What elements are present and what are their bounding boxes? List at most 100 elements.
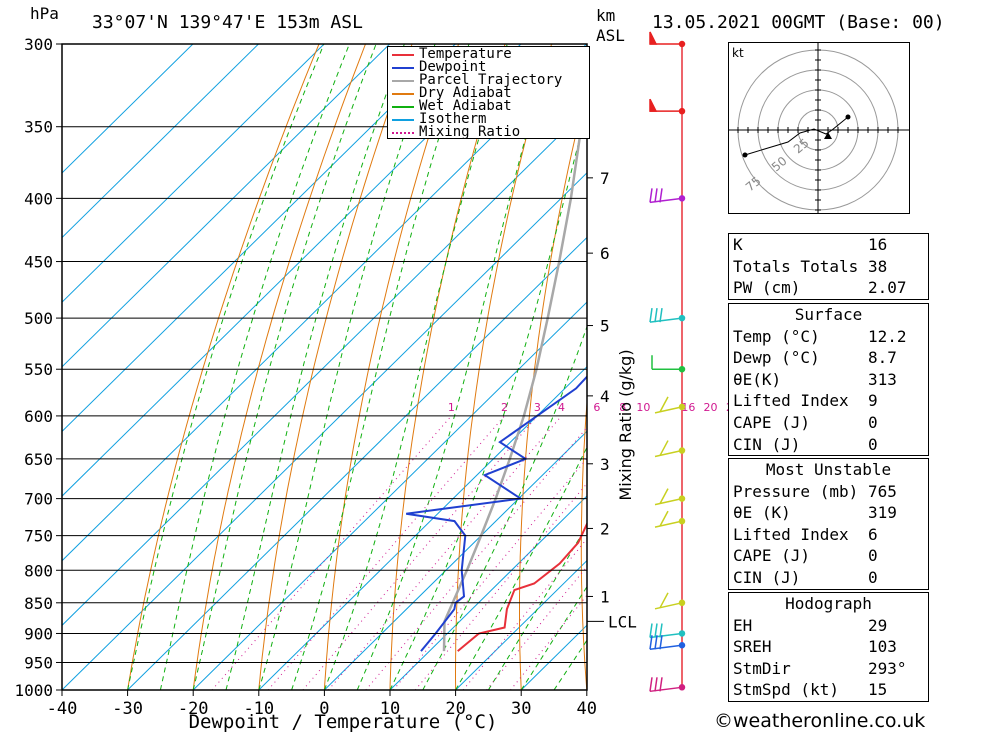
km-tick-label: 6 bbox=[600, 244, 610, 263]
pressure-tick-label: 650 bbox=[24, 450, 53, 469]
dry-adiabat-line bbox=[127, 44, 320, 690]
hodo-label: SREH bbox=[733, 637, 772, 657]
mu-label: θE (K) bbox=[733, 503, 791, 523]
hodo-row: SREH 103 bbox=[729, 636, 928, 658]
surface-value: 8.7 bbox=[868, 348, 897, 368]
isotherm-line bbox=[62, 44, 522, 497]
surface-value: 313 bbox=[868, 369, 897, 389]
legend-item: Mixing Ratio bbox=[388, 125, 588, 139]
surface-row: CAPE (J) 0 bbox=[729, 412, 928, 434]
wet-adiabat-line bbox=[389, 108, 587, 690]
pressure-tick-label: 900 bbox=[24, 624, 53, 643]
index-label: Totals Totals bbox=[733, 256, 859, 276]
km-tick-label: 4 bbox=[600, 387, 610, 406]
index-label: K bbox=[733, 235, 743, 254]
mixing-ratio-line bbox=[393, 457, 587, 690]
mixing-ratio-line bbox=[328, 415, 562, 690]
km-tick-label: 2 bbox=[600, 519, 610, 538]
wind-barb-feather bbox=[654, 635, 658, 650]
indices-table: K 16 Totals Totals 38 PW (cm) 2.07 bbox=[728, 233, 929, 300]
legend-swatch bbox=[392, 80, 414, 82]
mu-value: 0 bbox=[868, 567, 878, 587]
temperature-tick-label: 0 bbox=[319, 699, 329, 719]
hodo-value: 103 bbox=[868, 637, 897, 657]
temperature-tick-label: -30 bbox=[112, 699, 143, 719]
wind-barb bbox=[649, 98, 686, 115]
wind-barb-pennant bbox=[649, 31, 658, 45]
legend-swatch bbox=[392, 119, 414, 121]
index-value: 16 bbox=[868, 235, 888, 254]
surface-row: Dewp (°C) 8.7 bbox=[729, 347, 928, 369]
mu-value: 0 bbox=[868, 546, 878, 566]
hodograph-trace bbox=[744, 116, 849, 156]
wet-adiabat-line bbox=[356, 44, 553, 690]
km-unit-label: km bbox=[596, 6, 616, 25]
surface-title: Surface bbox=[794, 305, 863, 324]
wind-barb-feather bbox=[649, 623, 653, 638]
index-row-totals: Totals Totals 38 bbox=[729, 256, 928, 278]
dry-adiabat-line bbox=[258, 44, 413, 690]
hodo-value: 29 bbox=[868, 615, 888, 635]
isotherm-line bbox=[62, 44, 194, 174]
hodograph-title: Hodograph bbox=[785, 594, 872, 613]
location-title: 33°07'N 139°47'E 153m ASL bbox=[92, 12, 363, 33]
temperature-tick-label: -20 bbox=[178, 699, 209, 719]
surface-table: Surface Temp (°C) 12.2 Dewp (°C) 8.7 θE(K)… bbox=[728, 303, 929, 457]
wind-barb-feather bbox=[659, 440, 669, 456]
isotherm-line bbox=[324, 430, 587, 690]
asl-unit-label: ASL bbox=[596, 26, 625, 45]
wind-barb-feather bbox=[649, 307, 653, 323]
wind-barb-feather bbox=[659, 592, 669, 609]
isotherm-line bbox=[62, 44, 391, 368]
legend-label: Wet Adiabat bbox=[419, 98, 512, 114]
wind-barb-feather bbox=[649, 635, 653, 650]
wind-barb-feather bbox=[659, 488, 669, 504]
isotherm-line bbox=[62, 172, 587, 690]
isotherm-line bbox=[62, 44, 259, 239]
mu-value: 6 bbox=[868, 524, 878, 544]
hodo-label: StmSpd (kt) bbox=[733, 680, 839, 700]
mu-row: CIN (J) 0 bbox=[729, 567, 928, 589]
mixing-ratio-line bbox=[365, 426, 587, 690]
wind-barb-feather bbox=[649, 677, 653, 692]
copyright-link[interactable]: ©weatheronline.co.uk bbox=[714, 710, 926, 732]
mixing-ratio-tick-label: 10 bbox=[636, 401, 650, 414]
temperature-tick-label: 40 bbox=[577, 699, 597, 719]
pressure-tick-label: 550 bbox=[24, 360, 53, 379]
temperature-tick-label: 20 bbox=[445, 699, 465, 719]
wind-barb-shaft bbox=[654, 406, 683, 414]
isotherm-line bbox=[62, 44, 587, 562]
wind-barb bbox=[649, 307, 686, 323]
isotherm-line bbox=[127, 236, 587, 690]
wind-barb-feather bbox=[659, 396, 669, 413]
index-row-pw: PW (cm) 2.07 bbox=[729, 277, 928, 299]
surface-label: CAPE (J) bbox=[733, 412, 811, 432]
hodo-row: EH 29 bbox=[729, 615, 928, 637]
legend-label: Dewpoint bbox=[419, 59, 487, 75]
surface-label: θE(K) bbox=[733, 369, 782, 389]
surface-value: 0 bbox=[868, 412, 878, 432]
legend-label: Parcel Trajectory bbox=[419, 72, 563, 88]
mu-label: Pressure (mb) bbox=[733, 481, 859, 501]
hodo-label: StmDir bbox=[733, 658, 791, 678]
mixing-ratio-tick-label: 1 bbox=[448, 401, 455, 414]
legend-label: Isotherm bbox=[419, 111, 487, 127]
surface-label: CIN (J) bbox=[733, 434, 801, 454]
pressure-tick-label: 350 bbox=[24, 118, 53, 137]
legend-item: Wet Adiabat bbox=[388, 98, 588, 114]
wind-barb-feather bbox=[659, 623, 663, 638]
mixing-ratio-tick-label: 3 bbox=[534, 401, 541, 414]
hodo-row: StmDir 293° bbox=[729, 658, 928, 680]
storm-motion-marker bbox=[824, 132, 832, 139]
wind-barb bbox=[651, 355, 686, 373]
pressure-tick-label: 450 bbox=[24, 253, 53, 272]
surface-value: 12.2 bbox=[868, 326, 907, 346]
mixing-ratio-line bbox=[302, 415, 538, 690]
isotherm-line bbox=[389, 495, 587, 690]
pressure-unit-label: hPa bbox=[30, 4, 59, 23]
index-label: PW (cm) bbox=[733, 278, 801, 298]
isotherm-line bbox=[62, 44, 325, 303]
wind-barb bbox=[654, 592, 686, 610]
